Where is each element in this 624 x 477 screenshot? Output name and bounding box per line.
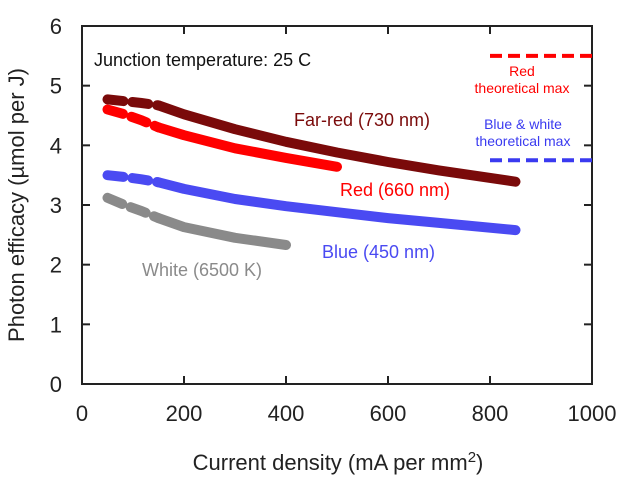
series-layer — [102, 94, 521, 250]
x-axis-label: Current density (mA per mm2) — [193, 449, 484, 475]
series-line-red-660-nm — [153, 122, 342, 172]
red-max-label-line1: Red — [509, 63, 535, 79]
series-line-blue-450-nm — [153, 177, 521, 236]
y-tick-label: 5 — [50, 74, 62, 99]
red-max-label-line2: theoretical max — [475, 80, 570, 96]
x-tick-label: 1000 — [568, 401, 617, 426]
x-tick-label: 400 — [268, 401, 305, 426]
x-tick-label: 600 — [370, 401, 407, 426]
y-tick-label: 0 — [50, 372, 62, 397]
y-tick-label: 1 — [50, 312, 62, 337]
series-label-far-red: Far-red (730 nm) — [294, 110, 430, 130]
series-label-blue: Blue (450 nm) — [322, 242, 435, 262]
series-dashed-white-6500-k — [102, 192, 164, 224]
y-tick-label: 6 — [50, 14, 62, 39]
series-dashed-red-660-nm — [102, 104, 164, 133]
series-dashed-blue-450-nm — [102, 170, 164, 188]
x-tick-label: 800 — [472, 401, 509, 426]
series-line-white-6500-k — [153, 213, 291, 250]
x-tick-label: 200 — [166, 401, 203, 426]
blue-white-max-label-line2: theoretical max — [476, 133, 571, 149]
axis-ticks: 0 200 400 600 800 1000 0 1 2 3 4 5 6 — [50, 14, 617, 426]
y-tick-label: 4 — [50, 133, 62, 158]
y-tick-label: 3 — [50, 193, 62, 218]
series-line-far-red-730-nm — [153, 100, 521, 187]
x-axis-label-superscript: 2 — [468, 449, 476, 466]
series-label-red: Red (660 nm) — [340, 180, 450, 200]
series-label-white: White (6500 K) — [142, 260, 262, 280]
y-tick-label: 2 — [50, 253, 62, 278]
series-dashed-far-red-730-nm — [102, 94, 164, 111]
x-tick-label: 0 — [76, 401, 88, 426]
junction-temperature-annotation: Junction temperature: 25 C — [94, 50, 311, 70]
y-axis-label: Photon efficacy (µmol per J) — [4, 68, 29, 342]
blue-white-max-label-line1: Blue & white — [484, 116, 562, 132]
